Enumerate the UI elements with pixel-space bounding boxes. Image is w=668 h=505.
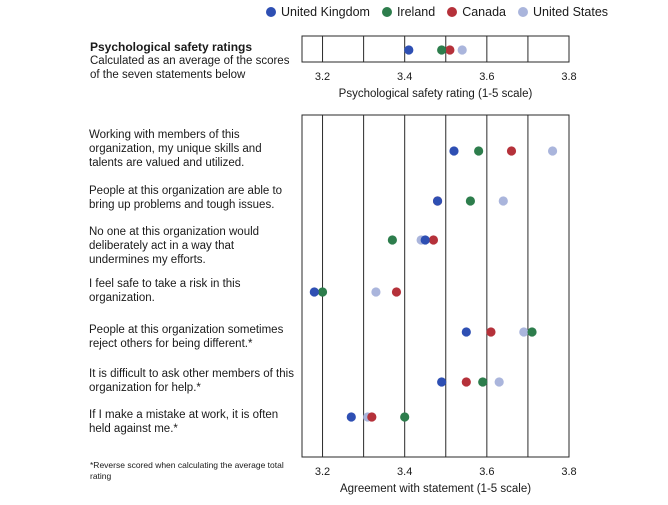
statements-x-axis-label: Agreement with statement (1-5 scale) — [340, 483, 531, 495]
summary-tick-label: 3.4 — [397, 71, 412, 83]
legend-dot-us — [517, 7, 528, 17]
legend-item-ireland: Ireland — [381, 5, 436, 19]
statements-point-canada — [391, 287, 402, 297]
statements-point-ireland — [474, 146, 484, 156]
statements-point-united-kingdom — [420, 235, 430, 245]
statement-label-2: People at this organization are able to … — [89, 185, 283, 211]
statements-point-ireland — [317, 287, 328, 297]
statements-point-united-kingdom — [437, 377, 447, 387]
statements-point-ireland — [387, 235, 397, 245]
statements-point-canada — [506, 146, 517, 156]
statements-point-ireland — [478, 377, 488, 387]
statements-plot-frame — [301, 114, 570, 458]
statements-tick-label: 3.6 — [479, 466, 494, 478]
statements-point-canada — [428, 235, 439, 245]
summary-plot-frame — [301, 35, 570, 63]
footnote: *Reverse scored when calculating the ave… — [90, 460, 284, 481]
statements-point-united-states — [494, 377, 504, 387]
statements-point-ireland — [527, 327, 537, 337]
summary-subtitle: Calculated as an average of the scores o… — [90, 55, 290, 81]
summary-point-ireland — [437, 45, 447, 55]
statements-point-united-kingdom — [461, 327, 471, 337]
statement-label-3: No one at this organization would delibe… — [89, 226, 260, 266]
summary-x-axis-label: Psychological safety rating (1-5 scale) — [339, 88, 533, 100]
statements-point-canada — [367, 412, 377, 422]
summary-title: Psychological safety ratings — [90, 40, 253, 54]
summary-point-canada — [445, 45, 455, 55]
statements-point-united-kingdom — [309, 287, 319, 297]
legend-label-uk: United Kingdom — [281, 5, 370, 19]
statements-point-united-kingdom — [346, 412, 356, 422]
statements-point-united-states — [547, 146, 558, 156]
statement-label-7: If I make a mistake at work, it is often… — [89, 409, 279, 435]
legend-item-us: United States — [517, 5, 609, 19]
statements-point-united-states — [519, 327, 529, 337]
statement-label-1: Working with members of this organizatio… — [89, 129, 262, 169]
statements-point-ireland — [400, 412, 410, 422]
summary-point-united-states — [457, 45, 467, 55]
statements-point-united-states — [371, 287, 381, 297]
statement-label-6: It is difficult to ask other members of … — [89, 368, 294, 394]
legend-label-us: United States — [532, 5, 609, 19]
legend-label-canada: Canada — [462, 5, 506, 19]
statement-label-4: I feel safe to take a risk in this organ… — [89, 278, 241, 304]
statements-point-united-kingdom — [432, 196, 443, 206]
legend-item-uk: United Kingdom — [266, 5, 370, 19]
summary-point-united-kingdom — [404, 45, 414, 55]
statement-label-5: People at this organization sometimes re… — [89, 324, 284, 350]
legend: United Kingdom Ireland Canada United Sta… — [266, 5, 608, 19]
legend-dot-canada — [447, 7, 458, 17]
legend-item-canada: Canada — [447, 5, 506, 19]
statements-point-united-kingdom — [449, 146, 459, 156]
statements-tick-label: 3.4 — [397, 466, 412, 478]
statements-point-canada — [486, 327, 496, 337]
legend-dot-ireland — [381, 7, 392, 17]
summary-tick-label: 3.6 — [479, 71, 494, 83]
statements-point-ireland — [465, 196, 476, 206]
summary-tick-label: 3.8 — [561, 71, 576, 83]
statements-point-canada — [461, 377, 471, 387]
summary-tick-label: 3.2 — [315, 71, 330, 83]
legend-dot-uk — [266, 7, 276, 17]
statements-point-united-states — [498, 196, 508, 206]
legend-label-ireland: Ireland — [396, 5, 436, 19]
statements-tick-label: 3.8 — [561, 466, 576, 478]
statements-tick-label: 3.2 — [315, 466, 330, 478]
